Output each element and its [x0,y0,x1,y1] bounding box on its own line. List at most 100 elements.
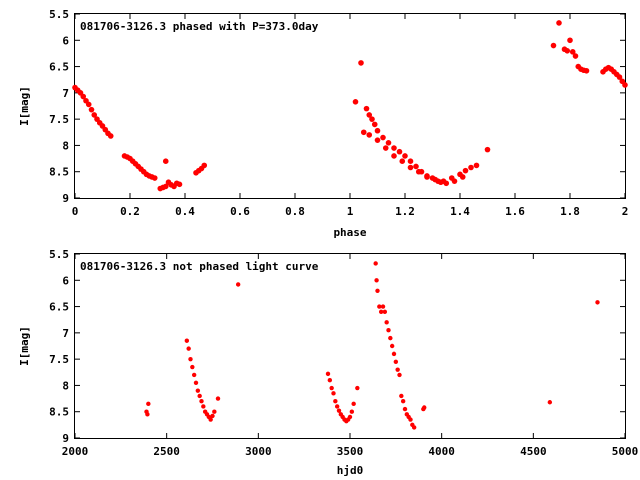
y-tick-label: 8 [62,139,69,152]
data-point [411,425,417,430]
data-point [407,158,414,164]
data-point [191,372,197,378]
x-tick-label: 0.6 [230,205,250,218]
data-point [107,133,114,139]
x-tick-label: 0.8 [285,205,305,218]
data-point [399,393,404,399]
x-tick-label: 0.4 [175,205,195,218]
y-tick-label: 8 [62,379,69,392]
data-point [567,37,573,44]
data-point [374,137,381,143]
data-point [91,112,98,118]
data-point [358,60,364,66]
plot-frame [74,253,626,439]
y-tick-label: 8.5 [49,406,69,419]
data-point [595,300,600,305]
y-tick-label: 7 [62,327,69,340]
data-point [402,153,408,159]
data-point [336,408,342,413]
data-point [331,391,336,396]
y-axis-label: I[mag] [18,86,31,126]
data-point [468,164,474,171]
data-point [422,405,427,410]
y-tick-label: 6.5 [49,301,69,314]
data-point [393,359,399,364]
data-point [386,328,391,333]
data-point [375,288,380,293]
data-point [208,417,213,422]
data-point [199,399,204,404]
data-point [374,278,379,283]
data-point [374,127,381,134]
data-point [569,49,576,55]
data-points [144,261,600,430]
data-point [616,74,623,80]
data-point [473,162,480,169]
data-point [366,132,373,138]
data-point [408,417,413,422]
x-tick-label: 1 [347,205,354,218]
data-point [564,48,571,54]
x-tick-label: 4500 [520,445,547,458]
data-point [212,409,217,414]
data-point [184,338,190,343]
data-point [437,179,444,186]
data-point [162,158,169,164]
x-tick-label: 0 [72,205,79,218]
y-tick-label: 9 [62,432,69,445]
x-tick-label: 3500 [337,445,364,458]
data-point [176,181,183,188]
data-point [382,309,388,315]
y-tick-label: 9 [62,192,69,205]
data-point [146,401,151,407]
data-point [402,406,408,412]
data-point [385,140,392,146]
y-tick-label: 5.5 [49,248,69,261]
data-point [459,174,466,180]
y-tick-label: 6.5 [49,61,69,74]
phased-plot-panel: 081706-3126.3 phased with P=373.0day pha… [18,8,628,239]
data-point [556,20,562,26]
x-tick-label: 4000 [428,445,455,458]
data-point [572,53,579,59]
data-point [201,162,208,169]
data-point [378,309,384,315]
axis-ticks: 2000 2500 3000 3500 4000 4500 5000 5.5 6 6.5 7 7.5 8… [49,248,638,458]
data-point [355,385,360,391]
data-point [334,404,340,409]
data-point [391,351,397,357]
plot-frame [74,13,626,199]
x-axis-label: hjd0 [337,464,364,477]
data-point [188,356,193,362]
data-point [415,168,422,175]
data-point [80,93,87,100]
y-tick-label: 8.5 [49,166,69,179]
y-tick-label: 6 [62,34,69,47]
data-point [550,42,557,49]
data-point [380,304,386,309]
x-tick-label: 1.4 [450,205,470,218]
y-tick-label: 6 [62,274,69,287]
plot-title: 081706-3126.3 phased with P=373.0day [80,20,319,33]
data-point [451,178,458,184]
data-point [443,180,450,187]
x-tick-label: 0.2 [120,205,140,218]
data-point [145,412,150,417]
data-point [399,158,406,164]
y-tick-label: 7.5 [49,353,69,366]
x-tick-label: 2 [622,205,629,218]
data-point [413,163,419,170]
data-point [88,106,95,113]
data-point [373,261,378,266]
data-points [72,20,628,192]
x-tick-label: 2500 [153,445,180,458]
y-tick-label: 7.5 [49,113,69,126]
y-axis-label: I[mag] [18,326,31,366]
data-point [462,167,469,174]
data-point [195,388,201,393]
data-point [377,304,382,309]
plot-title: 081706-3126.3 not phased light curve [80,260,319,273]
data-point [484,146,491,153]
data-point [360,129,367,136]
data-point [395,367,400,372]
